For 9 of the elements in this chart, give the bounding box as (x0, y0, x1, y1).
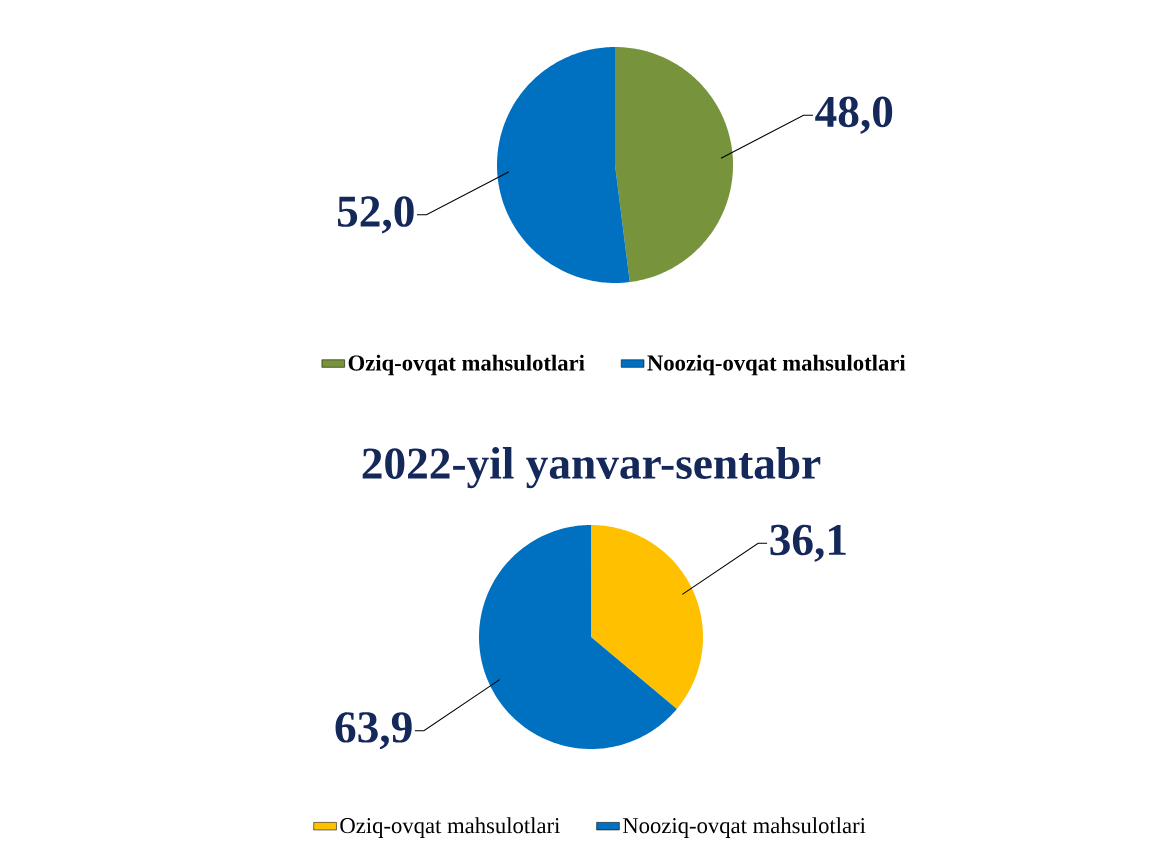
data-label: 48,0 (815, 96, 893, 134)
data-label: 36,1 (770, 524, 846, 562)
chart-title: 2022-yil yanvar-sentabr (362, 447, 821, 489)
data-label: 52,0 (337, 196, 414, 234)
legend-label: Nooziq-ovqat mahsulotlari (647, 354, 906, 376)
legend-label: Oziq-ovqat mahsulotlari (348, 354, 585, 376)
legend-label: Nooziq-ovqat mahsulotlari (622, 817, 866, 838)
data-label: 63,9 (335, 712, 412, 750)
legend-label: Oziq-ovqat mahsulotlari (340, 817, 560, 838)
